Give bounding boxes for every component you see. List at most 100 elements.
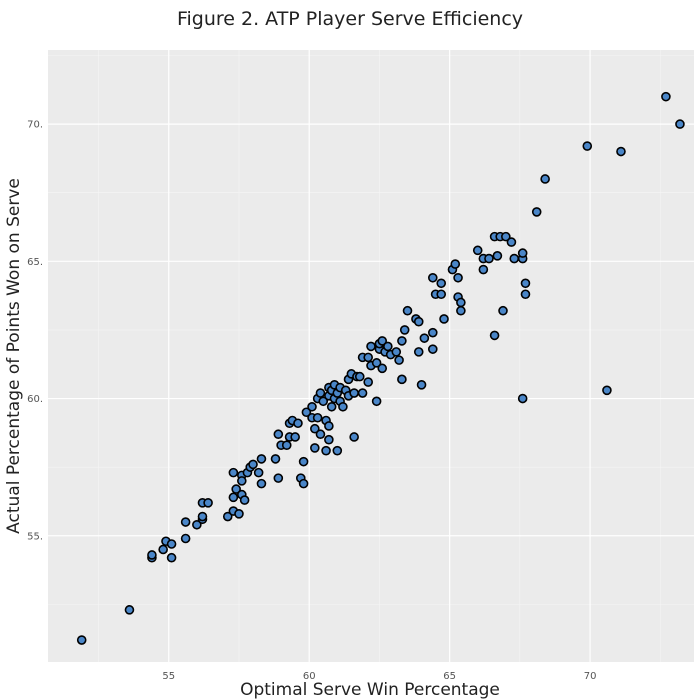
data-point — [281, 440, 292, 450]
data-point — [582, 141, 593, 151]
data-point — [397, 336, 407, 346]
data-point — [402, 305, 413, 316]
data-point — [349, 388, 359, 398]
data-point — [509, 253, 520, 264]
data-point — [256, 478, 267, 489]
data-point — [315, 429, 326, 440]
data-point — [489, 330, 500, 341]
data-point — [520, 289, 531, 300]
data-point — [321, 445, 331, 456]
data-point — [338, 401, 348, 412]
data-point — [453, 272, 463, 283]
data-point — [203, 498, 213, 508]
data-point — [492, 251, 503, 261]
data-point — [253, 467, 264, 478]
y-tick-label: 70. — [27, 120, 43, 131]
y-axis-ticks: 55. 60. 65. 70. — [27, 120, 43, 543]
data-point — [310, 423, 320, 434]
data-point — [76, 635, 87, 645]
data-point — [234, 509, 244, 519]
data-point — [228, 492, 239, 503]
data-point — [147, 550, 157, 560]
chart-title: Figure 2. ATP Player Serve Efficiency — [177, 8, 523, 30]
data-point — [307, 401, 317, 412]
data-point — [357, 388, 368, 398]
data-point — [166, 552, 177, 563]
data-point — [450, 259, 461, 269]
data-point — [439, 314, 449, 324]
data-point — [391, 347, 402, 357]
data-point — [166, 539, 177, 549]
x-tick-label: 55 — [162, 671, 175, 682]
data-point — [312, 412, 323, 423]
data-point — [377, 363, 388, 374]
data-point — [383, 341, 393, 352]
data-point — [394, 355, 404, 365]
x-axis-ticks: 55 60 65 70 — [162, 671, 596, 682]
data-point — [363, 377, 373, 387]
data-point — [413, 316, 424, 327]
data-point — [436, 289, 447, 300]
data-point — [192, 519, 202, 530]
data-point — [413, 347, 424, 357]
data-point — [124, 605, 135, 615]
data-point — [298, 456, 309, 467]
data-point — [484, 253, 494, 264]
data-point — [310, 443, 320, 453]
data-point — [506, 237, 517, 247]
data-point — [501, 231, 511, 242]
data-point — [222, 511, 233, 522]
data-point — [315, 388, 326, 398]
data-point — [616, 146, 626, 157]
data-point — [602, 385, 612, 396]
data-point — [531, 207, 542, 217]
data-point — [478, 264, 489, 275]
data-point — [354, 371, 365, 382]
data-point — [324, 421, 334, 431]
data-point — [326, 401, 337, 412]
data-point — [180, 517, 191, 527]
data-point — [377, 336, 388, 346]
data-point — [228, 467, 239, 478]
data-point — [301, 407, 312, 418]
x-tick-label: 60 — [303, 671, 316, 682]
data-point — [399, 325, 410, 335]
x-tick-label: 70 — [584, 671, 597, 682]
data-point — [180, 533, 191, 544]
y-tick-label: 60. — [27, 394, 43, 405]
data-point — [298, 478, 309, 489]
data-point — [436, 278, 447, 289]
data-point — [397, 374, 407, 385]
data-point — [349, 432, 359, 442]
data-point — [456, 305, 466, 316]
data-point — [324, 434, 334, 445]
data-point — [456, 297, 466, 308]
data-point — [371, 396, 382, 407]
x-axis-title: Optimal Serve Win Percentage — [240, 680, 500, 700]
data-point — [661, 91, 671, 102]
data-point — [427, 272, 438, 283]
y-tick-label: 65. — [27, 257, 43, 268]
data-point — [427, 327, 438, 338]
y-tick-label: 55. — [27, 531, 43, 542]
data-point — [371, 358, 382, 368]
data-point — [498, 305, 508, 316]
data-point — [256, 454, 267, 464]
data-point — [158, 544, 168, 555]
data-point — [318, 396, 329, 407]
data-point — [231, 484, 241, 494]
data-point — [517, 248, 528, 258]
x-tick-label: 65 — [443, 671, 456, 682]
data-point — [270, 454, 281, 464]
data-point — [273, 473, 284, 483]
data-point — [248, 459, 258, 470]
data-points — [76, 91, 685, 645]
data-point — [472, 245, 483, 256]
data-point — [293, 418, 303, 429]
data-point — [197, 511, 208, 522]
data-point — [273, 429, 284, 440]
data-point — [416, 380, 427, 390]
data-point — [427, 344, 438, 354]
data-point — [290, 432, 300, 442]
